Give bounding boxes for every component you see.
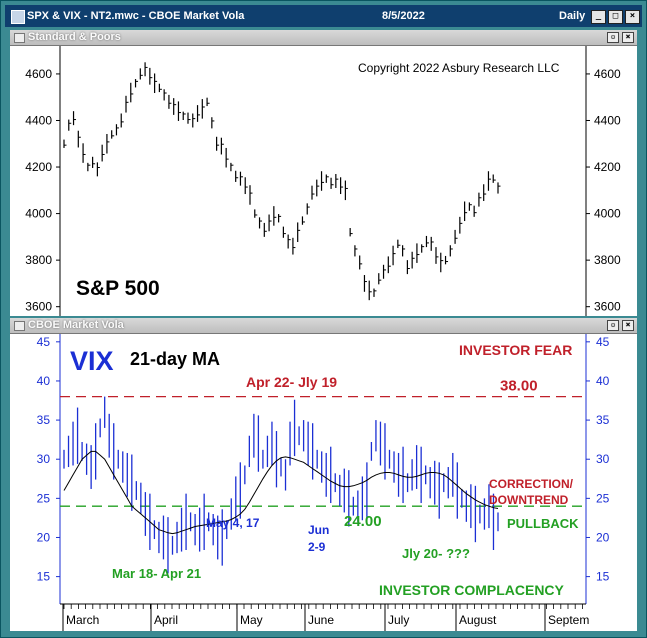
- vix-annotation: Jun: [308, 523, 329, 537]
- vix-annotation: Apr 22- Jly 19: [246, 374, 337, 390]
- app-icon[interactable]: [11, 10, 25, 24]
- pane-icon: [14, 33, 25, 43]
- spx-right-tick-label: 4000: [594, 207, 621, 221]
- pane-close-icon[interactable]: ×: [622, 320, 634, 331]
- spx-left-tick-label: 4600: [25, 67, 52, 81]
- bottom-pane-label: CBOE Market Vola: [28, 319, 124, 331]
- vix-x-tick-label: March: [66, 613, 99, 627]
- copyright-text: Copyright 2022 Asbury Research LLC: [358, 61, 560, 75]
- spx-left-tick-label: 4000: [25, 207, 52, 221]
- vix-left-tick-label: 30: [37, 452, 51, 466]
- vix-left-tick-label: 35: [37, 413, 51, 427]
- top-pane-header[interactable]: Standard & Poors ▫ ×: [10, 30, 637, 46]
- top-pane-label: Standard & Poors: [28, 31, 121, 43]
- vix-left-tick-label: 45: [37, 335, 51, 349]
- vix-x-tick-label: April: [154, 613, 178, 627]
- close-icon[interactable]: ×: [625, 10, 640, 24]
- spx-right-tick-label: 4400: [594, 113, 621, 127]
- spx-chart: 4600 4600 4400 4400 4200 4200 4000 4000 3800 3800…: [10, 46, 637, 316]
- spx-right-tick-label: 3800: [594, 253, 621, 267]
- spx-left-tick-label: 4200: [25, 160, 52, 174]
- spx-right-tick-label: 3600: [594, 300, 621, 314]
- spx-left-tick-label: 3800: [25, 253, 52, 267]
- pane-icon: [14, 321, 25, 331]
- interval-label: Daily: [559, 10, 586, 22]
- ref-label-38: 38.00: [500, 378, 538, 395]
- spx-left-tick-label: 4400: [25, 113, 52, 127]
- spx-right-tick-label: 4200: [594, 160, 621, 174]
- vix-x-tick-label: Septem: [548, 613, 589, 627]
- vix-annotation: Jly 20- ???: [402, 546, 470, 561]
- vix-annotation: CORRECTION/: [489, 477, 574, 491]
- chart-date: 8/5/2022: [382, 10, 425, 22]
- pane-restore-icon[interactable]: ▫: [607, 320, 619, 331]
- bottom-pane-header[interactable]: CBOE Market Vola ▫ ×: [10, 318, 637, 334]
- vix-annotation: INVESTOR FEAR: [459, 342, 572, 358]
- ma-line: [63, 450, 499, 535]
- vix-right-tick-label: 30: [596, 452, 610, 466]
- vix-annotation: 2-9: [308, 540, 326, 554]
- vix-right-tick-label: 15: [596, 570, 610, 584]
- vix-annotation: Mar 18- Apr 21: [112, 566, 201, 581]
- spx-label: S&P 500: [76, 277, 160, 300]
- vix-left-tick-label: 15: [37, 570, 51, 584]
- spx-left-tick-label: 3600: [25, 300, 52, 314]
- vix-x-tick-label: July: [388, 613, 409, 627]
- vix-x-tick-label: August: [459, 613, 497, 627]
- maximize-icon[interactable]: □: [608, 10, 623, 24]
- ref-label-24: 24.00: [344, 513, 382, 530]
- vix-legend-label: VIX: [70, 346, 114, 376]
- vix-annotation: PULLBACK: [507, 516, 579, 531]
- vix-right-tick-label: 35: [596, 413, 610, 427]
- vix-background: [10, 334, 637, 631]
- spx-background: [10, 46, 637, 316]
- vix-x-tick-label: June: [308, 613, 334, 627]
- vix-left-tick-label: 25: [37, 491, 51, 505]
- vix-right-tick-label: 40: [596, 374, 610, 388]
- window-title: SPX & VIX - NT2.mwc - CBOE Market Vola: [27, 10, 245, 22]
- vix-right-tick-label: 25: [596, 491, 610, 505]
- pane-restore-icon[interactable]: ▫: [607, 32, 619, 43]
- vix-chart: 45 45 40 40 35 35 30 30 25 25 20 20 15 15 March April Ma…: [10, 334, 637, 631]
- vix-annotation: May 4, 17: [206, 516, 260, 530]
- vix-left-tick-label: 40: [37, 374, 51, 388]
- minimize-icon[interactable]: _: [591, 10, 606, 24]
- vix-x-tick-label: May: [240, 613, 263, 627]
- pane-close-icon[interactable]: ×: [622, 32, 634, 43]
- vix-right-tick-label: 20: [596, 530, 610, 544]
- vix-annotation: INVESTOR COMPLACENCY: [379, 582, 565, 598]
- vix-left-tick-label: 20: [37, 530, 51, 544]
- spx-right-tick-label: 4600: [594, 67, 621, 81]
- vix-annotation: DOWNTREND: [489, 493, 569, 507]
- vix-right-tick-label: 45: [596, 335, 610, 349]
- window-titlebar[interactable]: SPX & VIX - NT2.mwc - CBOE Market Vola 8…: [5, 5, 642, 27]
- ma-legend-label: 21-day MA: [130, 349, 220, 369]
